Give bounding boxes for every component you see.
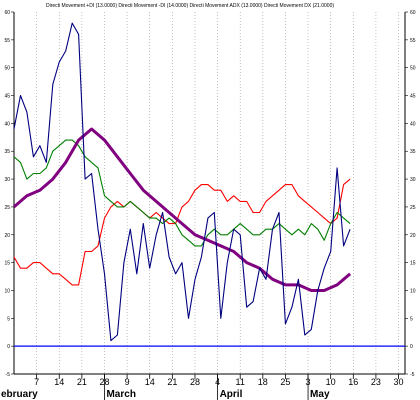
x-tick-label: 11 [236, 377, 245, 387]
y-tick-label-left: 45 [4, 94, 10, 100]
x-tick-label: 10 [326, 377, 336, 387]
x-tick-label: 14 [145, 377, 155, 387]
x-tick-label: 16 [348, 377, 358, 387]
grid [13, 12, 406, 375]
y-axis-right: -5 0 5 10 15 20 25 30 35 40 45 50 55 60 [405, 10, 416, 378]
y-tick-label-right: 30 [410, 177, 416, 183]
x-axis: 714212891421284111825310162330ebruaryMar… [1, 374, 404, 400]
month-label: May [310, 389, 330, 400]
series-line-1 [13, 139, 351, 247]
y-tick-label-left: 25 [4, 205, 10, 211]
y-tick-label-left: 10 [4, 288, 10, 294]
y-tick-label-left: -5 [6, 372, 11, 378]
y-axis-left: -5 0 5 10 15 20 25 30 35 40 45 50 55 60 [4, 10, 14, 378]
chart-title: Directi Movement +DI (13.0000) Directi M… [46, 3, 334, 9]
x-tick-label: 21 [77, 377, 87, 387]
y-tick-label-right: 5 [410, 316, 413, 322]
y-tick-label-right: 0 [410, 344, 413, 350]
y-tick-label-left: 60 [4, 10, 10, 16]
y-tick-label-left: 30 [4, 177, 10, 183]
y-tick-label-left: 50 [4, 66, 10, 72]
y-tick-label-right: 50 [410, 66, 416, 72]
y-tick-label-left: 55 [4, 38, 10, 44]
series-layer [13, 22, 352, 342]
series-line-3 [13, 22, 351, 342]
y-tick-label-left: 15 [4, 261, 10, 267]
x-tick-label: 7 [34, 377, 39, 387]
y-tick-label-right: 15 [410, 261, 416, 267]
x-tick-label: 23 [371, 377, 381, 387]
y-tick-label-left: 35 [4, 149, 10, 155]
x-tick-label: 21 [167, 377, 177, 387]
y-tick-label-left: 40 [4, 121, 10, 127]
x-tick-label: 18 [258, 377, 268, 387]
x-tick-label: 9 [125, 377, 130, 387]
y-tick-label-right: 10 [410, 288, 416, 294]
x-tick-label: 14 [54, 377, 64, 387]
y-tick-label-left: 0 [7, 344, 10, 350]
y-tick-label-right: -5 [410, 372, 415, 378]
x-tick-label: 28 [190, 377, 200, 387]
y-tick-label-right: 45 [410, 94, 416, 100]
month-label: March [106, 389, 135, 400]
y-tick-label-left: 5 [7, 316, 10, 322]
y-tick-label-right: 40 [410, 121, 416, 127]
series-line-2 [13, 127, 352, 292]
y-tick-label-right: 25 [410, 205, 416, 211]
x-tick-label: 25 [280, 377, 290, 387]
month-label: ebruary [1, 389, 38, 400]
x-tick-label: 30 [394, 377, 404, 387]
y-tick-label-left: 20 [4, 233, 10, 239]
y-tick-label-right: 20 [410, 233, 416, 239]
y-tick-label-right: 60 [410, 10, 416, 16]
y-tick-label-right: 35 [410, 149, 416, 155]
y-tick-label-right: 55 [410, 38, 416, 44]
month-label: April [220, 389, 243, 400]
series-line-0 [13, 178, 351, 286]
